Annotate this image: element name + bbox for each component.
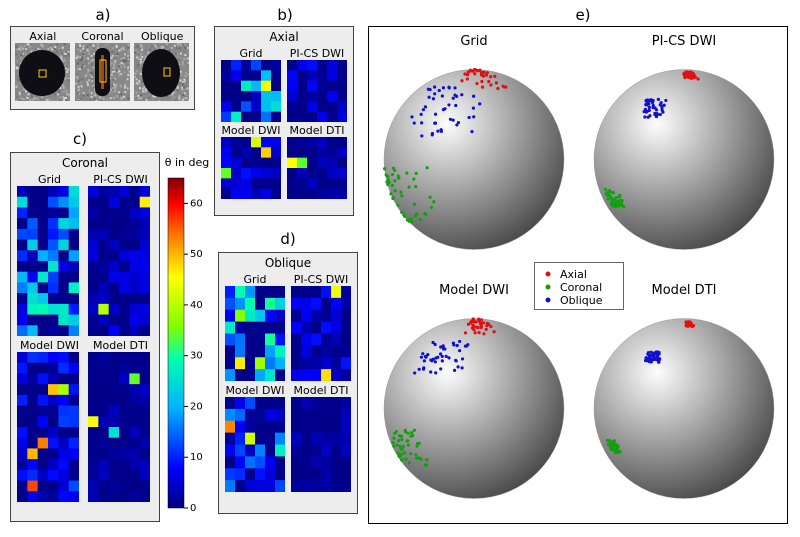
label-a: a)	[88, 6, 118, 24]
heatmap-title-grid: Grid	[17, 173, 82, 186]
svg-text:θ in deg: θ in deg	[165, 156, 209, 169]
svg-text:60: 60	[190, 198, 203, 209]
heatmap-title-model-dti: Model DTI	[287, 124, 347, 137]
panel-d-title: Oblique	[219, 253, 357, 270]
svg-text:40: 40	[190, 300, 203, 311]
heatmap-model-dwi	[225, 397, 285, 492]
panel-b-box: Axial Grid PI-CS DWI Model DWI Model DTI	[214, 26, 354, 216]
heatmap-model-dwi	[17, 352, 79, 502]
label-d: d)	[273, 230, 303, 248]
svg-text:0: 0	[190, 503, 196, 514]
panel-c-box: Coronal Grid PI-CS DWI Model DWI Model DTI	[10, 152, 160, 522]
panel-a-img-coronal	[75, 43, 130, 101]
colorbar: θ in deg 0 10 20 30 40 50 60	[162, 152, 217, 522]
svg-text:50: 50	[190, 249, 203, 260]
sphere-model-dwi: Model DWI	[369, 276, 579, 525]
svg-text:Grid: Grid	[460, 34, 487, 49]
panel-a-title-2: Oblique	[134, 30, 190, 43]
svg-text:Oblique: Oblique	[560, 294, 603, 307]
heatmap-grid	[17, 186, 79, 336]
label-e: e)	[568, 6, 598, 24]
heatmap-model-dti	[287, 137, 347, 199]
panel-a-title-0: Axial	[15, 30, 71, 43]
svg-text:Axial: Axial	[560, 268, 587, 281]
panel-a-img-axial	[15, 43, 70, 101]
heatmap-title-model-dti: Model DTI	[88, 339, 153, 352]
heatmap-pi-cs-dwi	[287, 60, 347, 122]
panel-e-box: Grid PI-CS DWI Model DWI Model DTI AxialCor…	[368, 26, 788, 524]
svg-text:20: 20	[190, 401, 203, 412]
panel-a-img-oblique	[134, 43, 189, 101]
heatmap-grid	[225, 286, 285, 381]
heatmap-title-model-dwi: Model DWI	[17, 339, 82, 352]
heatmap-model-dti	[291, 397, 351, 492]
panel-e-legend: AxialCoronalOblique	[534, 262, 624, 310]
panel-a-box: Axial Coronal Oblique	[10, 26, 195, 110]
panel-c-title: Coronal	[11, 153, 159, 170]
panel-d-box: Oblique Grid PI-CS DWI Model DWI Model DTI	[218, 252, 358, 514]
label-b: b)	[270, 6, 300, 24]
sphere-grid: Grid	[369, 27, 579, 276]
heatmap-model-dwi	[221, 137, 281, 199]
heatmap-title-model-dwi: Model DWI	[221, 124, 281, 137]
panel-a-title-1: Coronal	[75, 30, 131, 43]
heatmap-model-dti	[88, 352, 150, 502]
heatmap-title-grid: Grid	[221, 47, 281, 60]
label-c: c)	[65, 130, 95, 148]
sphere-pi-cs-dwi: PI-CS DWI	[579, 27, 789, 276]
heatmap-pi-cs-dwi	[291, 286, 351, 381]
svg-text:Model DTI: Model DTI	[652, 283, 717, 298]
svg-text:30: 30	[190, 351, 203, 362]
heatmap-title-pi-cs-dwi: PI-CS DWI	[291, 273, 351, 286]
heatmap-pi-cs-dwi	[88, 186, 150, 336]
svg-text:PI-CS DWI: PI-CS DWI	[652, 34, 717, 49]
heatmap-title-model-dti: Model DTI	[291, 384, 351, 397]
panel-b-title: Axial	[215, 27, 353, 44]
svg-text:Model DWI: Model DWI	[439, 283, 509, 298]
heatmap-title-model-dwi: Model DWI	[225, 384, 285, 397]
heatmap-title-grid: Grid	[225, 273, 285, 286]
heatmap-grid	[221, 60, 281, 122]
svg-text:Coronal: Coronal	[560, 281, 602, 294]
heatmap-title-pi-cs-dwi: PI-CS DWI	[88, 173, 153, 186]
svg-text:10: 10	[190, 452, 203, 463]
sphere-model-dti: Model DTI	[579, 276, 789, 525]
heatmap-title-pi-cs-dwi: PI-CS DWI	[287, 47, 347, 60]
